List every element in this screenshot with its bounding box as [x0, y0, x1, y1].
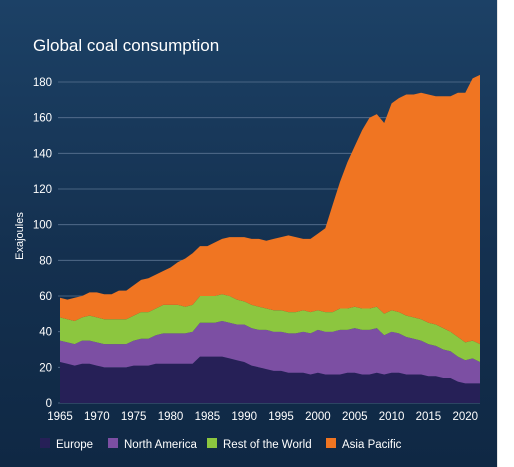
y-tick-label: 20 — [39, 362, 52, 374]
x-tick-label: 1990 — [231, 411, 257, 423]
x-tick-label: 1985 — [195, 411, 221, 423]
legend-item-europe: Europe — [40, 438, 93, 451]
chart: Global coal consumption 0 20 40 60 80 100 120 1… — [14, 36, 480, 451]
y-tick-label: 80 — [39, 255, 52, 267]
legend-swatch — [40, 438, 50, 448]
chart-panel: Global coal consumption 0 20 40 60 80 100 120 1… — [0, 0, 497, 467]
x-tick-label: 1975 — [121, 411, 147, 423]
x-tick-label: 2020 — [452, 411, 478, 423]
area-asia-pacific — [60, 74, 480, 345]
x-tick-label: 2010 — [379, 411, 405, 423]
y-tick-label: 40 — [39, 327, 52, 339]
area-europe — [60, 356, 480, 403]
x-tick-label: 2000 — [305, 411, 331, 423]
legend-item-north-america: North America — [108, 438, 197, 451]
area-north-america — [60, 321, 480, 384]
legend-item-asia-pacific: Asia Pacific — [326, 438, 402, 451]
x-tick-label: 2015 — [416, 411, 442, 423]
legend-swatch — [207, 438, 217, 448]
y-tick-label: 120 — [33, 184, 52, 196]
legend-swatch — [326, 438, 336, 448]
y-tick-label: 180 — [33, 77, 52, 89]
x-tick-label: 1970 — [84, 411, 110, 423]
legend-swatch — [108, 438, 118, 448]
x-tick-label: 2005 — [342, 411, 368, 423]
y-axis-label: Exajoules — [14, 212, 26, 260]
x-tick-label: 1980 — [158, 411, 184, 423]
legend-label: North America — [124, 439, 197, 451]
y-tick-label: 140 — [33, 148, 52, 160]
legend-label: Europe — [56, 439, 93, 451]
area-rest-of-the-world — [60, 294, 480, 362]
y-tick-label: 160 — [33, 113, 52, 125]
y-tick-label: 60 — [39, 291, 52, 303]
page-edge — [497, 0, 514, 467]
y-tick-label: 100 — [33, 220, 52, 232]
legend-item-rest-of-the-world: Rest of the World — [207, 438, 312, 451]
x-tick-label: 1995 — [268, 411, 294, 423]
legend-label: Rest of the World — [223, 439, 312, 451]
chart-title: Global coal consumption — [33, 36, 219, 55]
legend-label: Asia Pacific — [342, 439, 402, 451]
x-tick-label: 1965 — [47, 411, 73, 423]
y-tick-label: 0 — [46, 398, 52, 410]
